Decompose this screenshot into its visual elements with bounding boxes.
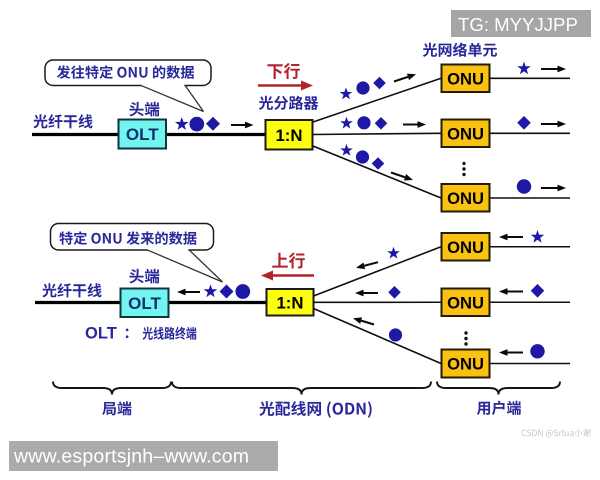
svg-text:ONU: ONU [447, 124, 484, 143]
svg-text:TG: MYYJJPP: TG: MYYJJPP [458, 14, 578, 35]
svg-text:1:N: 1:N [275, 126, 302, 145]
svg-text:1:N: 1:N [276, 293, 303, 312]
svg-text:ONU: ONU [447, 189, 484, 208]
svg-text:OLT: OLT [128, 294, 161, 313]
svg-text:OLT: OLT [85, 325, 117, 343]
svg-text:www.esportsjnh–www.com: www.esportsjnh–www.com [13, 446, 249, 468]
svg-text:ONU: ONU [447, 293, 484, 312]
svg-text:ONU: ONU [447, 69, 484, 88]
svg-text:OLT: OLT [126, 125, 159, 144]
svg-text:ONU: ONU [447, 355, 484, 374]
svg-text:ONU: ONU [447, 238, 484, 257]
